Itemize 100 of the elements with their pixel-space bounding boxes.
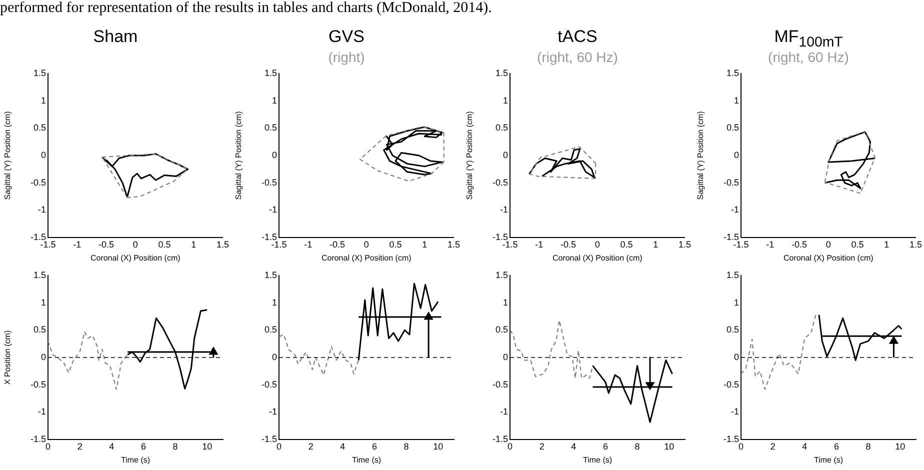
x-tick-label: 10 <box>664 441 674 452</box>
x-tick-label: 8 <box>172 441 178 452</box>
y-tick-label: 0 <box>734 352 739 362</box>
y-tick-label: 0 <box>502 352 508 362</box>
x-tick-label: 8 <box>634 441 640 452</box>
x-axis-title: Time (s) <box>352 455 382 464</box>
y-tick-label: -1 <box>38 204 46 215</box>
x-tick-label: 6 <box>834 441 839 452</box>
x-tick-label: 1 <box>653 239 658 250</box>
x-tick-label: 2 <box>77 441 82 452</box>
x-tick-label: 10 <box>433 441 444 452</box>
x-tick-label: 0 <box>826 239 831 250</box>
y-tick-label: -1.5 <box>261 232 277 242</box>
chart-subtitle: (right, 60 Hz) <box>767 48 850 66</box>
x-tick-label: 0.5 <box>851 239 864 250</box>
chart-subtitle: (right, 60 Hz) <box>536 48 619 66</box>
y-tick-label: 0.5 <box>264 324 277 335</box>
y-tick-label: 0 <box>734 150 739 160</box>
y-tick-label: -1 <box>500 406 508 417</box>
y-tick-label: 1.5 <box>33 68 46 78</box>
y-tick-label: 0.5 <box>33 324 46 335</box>
x-tick-label: -0.5 <box>560 239 576 250</box>
x-tick-label: 0.5 <box>158 239 171 250</box>
y-axis-title: Sagittal (Y) Position (cm) <box>3 110 12 200</box>
x-tick-label: 1.5 <box>216 239 229 250</box>
y-tick-label: 0.5 <box>495 122 508 133</box>
y-tick-label: 1 <box>734 297 739 308</box>
y-tick-label: -0.5 <box>30 379 46 390</box>
y-tick-label: -1 <box>268 406 277 417</box>
y-tick-label: 0 <box>40 352 46 362</box>
x-tick-label: -1 <box>766 239 774 250</box>
y-tick-label: 0.5 <box>726 122 739 133</box>
y-tick-label: 1 <box>502 297 508 308</box>
y-tick-label: -1 <box>268 204 277 215</box>
y-tick-label: -0.5 <box>723 177 739 188</box>
x-tick-label: -0.5 <box>791 239 808 250</box>
x-tick-label: 2 <box>539 441 544 452</box>
y-tick-label: 1.5 <box>264 68 277 78</box>
x-axis-title: Coronal (X) Position (cm) <box>552 253 643 262</box>
y-axis-title: X Position (cm) <box>3 330 12 385</box>
x-tick-label: 1 <box>422 239 428 250</box>
x-tick-label: -0.5 <box>98 239 114 250</box>
chart-title: MF$_{100mT}$ <box>773 26 844 50</box>
y-tick-label: -1.5 <box>492 434 508 444</box>
y-tick-label: -0.5 <box>723 379 739 390</box>
x-tick-label: 10 <box>202 441 212 452</box>
x-tick-label: -1 <box>73 239 82 250</box>
x-axis-title: Time (s) <box>120 455 150 464</box>
x-tick-label: 1 <box>884 239 890 250</box>
x-tick-label: -0.5 <box>329 239 346 250</box>
x-tick-label: -1 <box>535 239 544 250</box>
x-tick-label: 0 <box>364 239 369 250</box>
x-tick-label: 4 <box>109 441 114 452</box>
y-tick-label: -0.5 <box>492 177 508 188</box>
y-tick-label: -1 <box>730 406 739 417</box>
x-tick-label: 2 <box>770 441 776 452</box>
y-tick-label: -0.5 <box>261 177 277 188</box>
y-tick-label: 0 <box>272 150 277 160</box>
x-tick-label: 10 <box>895 441 906 452</box>
x-axis-title: Coronal (X) Position (cm) <box>783 253 874 262</box>
y-tick-label: -0.5 <box>30 177 46 188</box>
y-tick-label: 1 <box>40 95 46 106</box>
x-tick-label: -1 <box>304 239 312 250</box>
y-tick-label: 0 <box>272 352 277 362</box>
chart-title: Sham <box>92 26 139 48</box>
y-tick-label: 1.5 <box>33 270 46 280</box>
x-axis-title: Time (s) <box>582 455 612 464</box>
x-tick-label: 4 <box>802 441 808 452</box>
y-tick-label: -1.5 <box>492 232 508 242</box>
y-tick-label: 1 <box>734 95 739 106</box>
y-tick-label: -1.5 <box>261 434 277 444</box>
y-tick-label: -1 <box>38 406 46 417</box>
y-tick-label: 0 <box>502 150 508 160</box>
y-tick-label: 0.5 <box>726 324 739 335</box>
y-tick-label: 0.5 <box>495 324 508 335</box>
x-tick-label: 6 <box>372 441 377 452</box>
x-tick-label: 0.5 <box>620 239 633 250</box>
y-tick-label: 1 <box>502 95 508 106</box>
x-tick-label: 0 <box>594 239 600 250</box>
y-tick-label: -1.5 <box>723 232 739 242</box>
x-tick-label: 1.5 <box>909 239 922 250</box>
x-tick-label: 4 <box>571 441 576 452</box>
text: performed for representation of the results in tables and charts (McDonald, 2014). <box>0 0 493 17</box>
chart-title: tACS <box>556 26 598 48</box>
x-axis-title: Time (s) <box>814 455 844 464</box>
y-tick-label: -0.5 <box>261 379 277 390</box>
x-tick-label: 0.5 <box>389 239 402 250</box>
x-tick-label: 1.5 <box>447 239 460 250</box>
chart-subtitle: (right) <box>327 48 366 66</box>
x-axis-title: Coronal (X) Position (cm) <box>321 253 412 262</box>
y-tick-label: -1.5 <box>30 434 46 444</box>
y-tick-label: -1 <box>730 204 739 215</box>
x-axis-title: Coronal (X) Position (cm) <box>90 253 181 262</box>
x-tick-label: 1 <box>191 239 196 250</box>
y-tick-label: 0.5 <box>264 122 277 133</box>
chart-title: GVS <box>328 26 366 48</box>
x-tick-label: 8 <box>866 441 871 452</box>
x-tick-label: 2 <box>308 441 314 452</box>
y-axis-title: Sagittal (Y) Position (cm) <box>696 110 706 200</box>
y-tick-label: 1 <box>272 95 277 106</box>
